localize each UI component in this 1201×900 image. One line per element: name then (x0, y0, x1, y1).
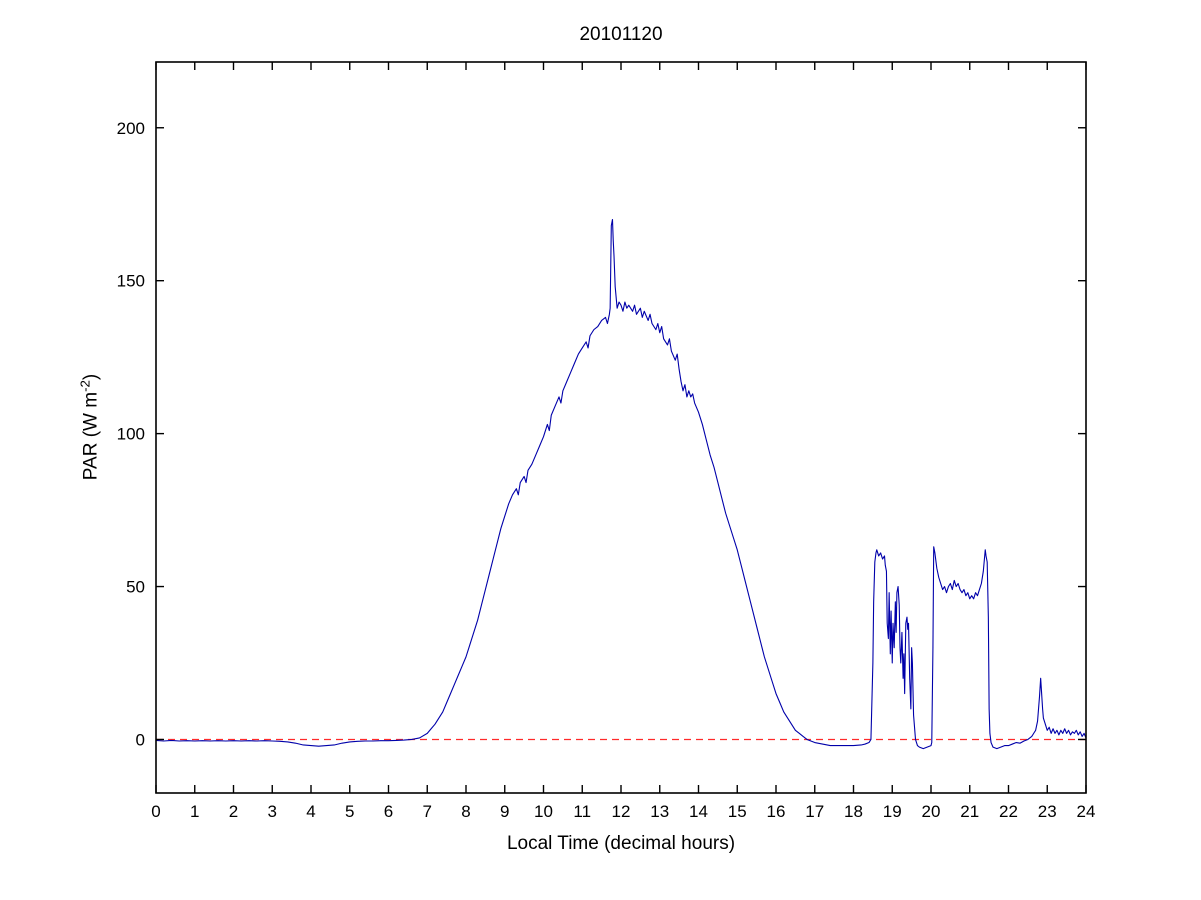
x-tick-label: 3 (268, 802, 277, 821)
x-axis-label: Local Time (decimal hours) (506, 833, 736, 854)
x-tick-label: 21 (960, 802, 979, 821)
x-tick-label: 4 (306, 802, 315, 821)
y-tick-label: 0 (136, 730, 145, 749)
x-tick-label: 15 (728, 802, 747, 821)
y-tick-label: 100 (117, 425, 145, 444)
x-tick-label: 6 (384, 802, 393, 821)
x-tick-label: 5 (345, 802, 354, 821)
x-tick-label: 9 (500, 802, 509, 821)
x-tick-label: 12 (612, 802, 631, 821)
x-tick-label: 16 (767, 802, 786, 821)
y-axis-label: PAR (W m-2) (77, 374, 102, 480)
y-tick-label: 50 (126, 578, 145, 597)
x-tick-label: 20 (922, 802, 941, 821)
x-tick-label: 10 (534, 802, 553, 821)
chart-title: 20101120 (579, 24, 663, 45)
axes-box (155, 61, 1087, 794)
x-tick-label: 13 (650, 802, 669, 821)
x-tick-label: 11 (573, 802, 591, 821)
x-tick-label: 22 (999, 802, 1018, 821)
x-tick-label: 24 (1077, 802, 1096, 821)
x-tick-label: 17 (805, 802, 824, 821)
x-tick-label: 1 (190, 802, 199, 821)
x-tick-label: 7 (423, 802, 432, 821)
y-axis-label-prefix: PAR (W m (80, 391, 102, 481)
x-tick-label: 0 (151, 802, 160, 821)
x-tick-label: 19 (883, 802, 902, 821)
x-tick-label: 14 (689, 802, 708, 821)
x-tick-label: 18 (844, 802, 863, 821)
x-tick-label: 23 (1038, 802, 1057, 821)
y-axis-label-superscript: -2 (77, 380, 93, 392)
x-tick-label: 2 (229, 802, 238, 821)
y-tick-label: 200 (117, 119, 145, 138)
par-series-line (155, 218, 1087, 750)
y-tick-label: 150 (117, 272, 145, 291)
x-tick-label: 8 (461, 802, 470, 821)
y-axis-label-suffix: ) (80, 373, 102, 381)
